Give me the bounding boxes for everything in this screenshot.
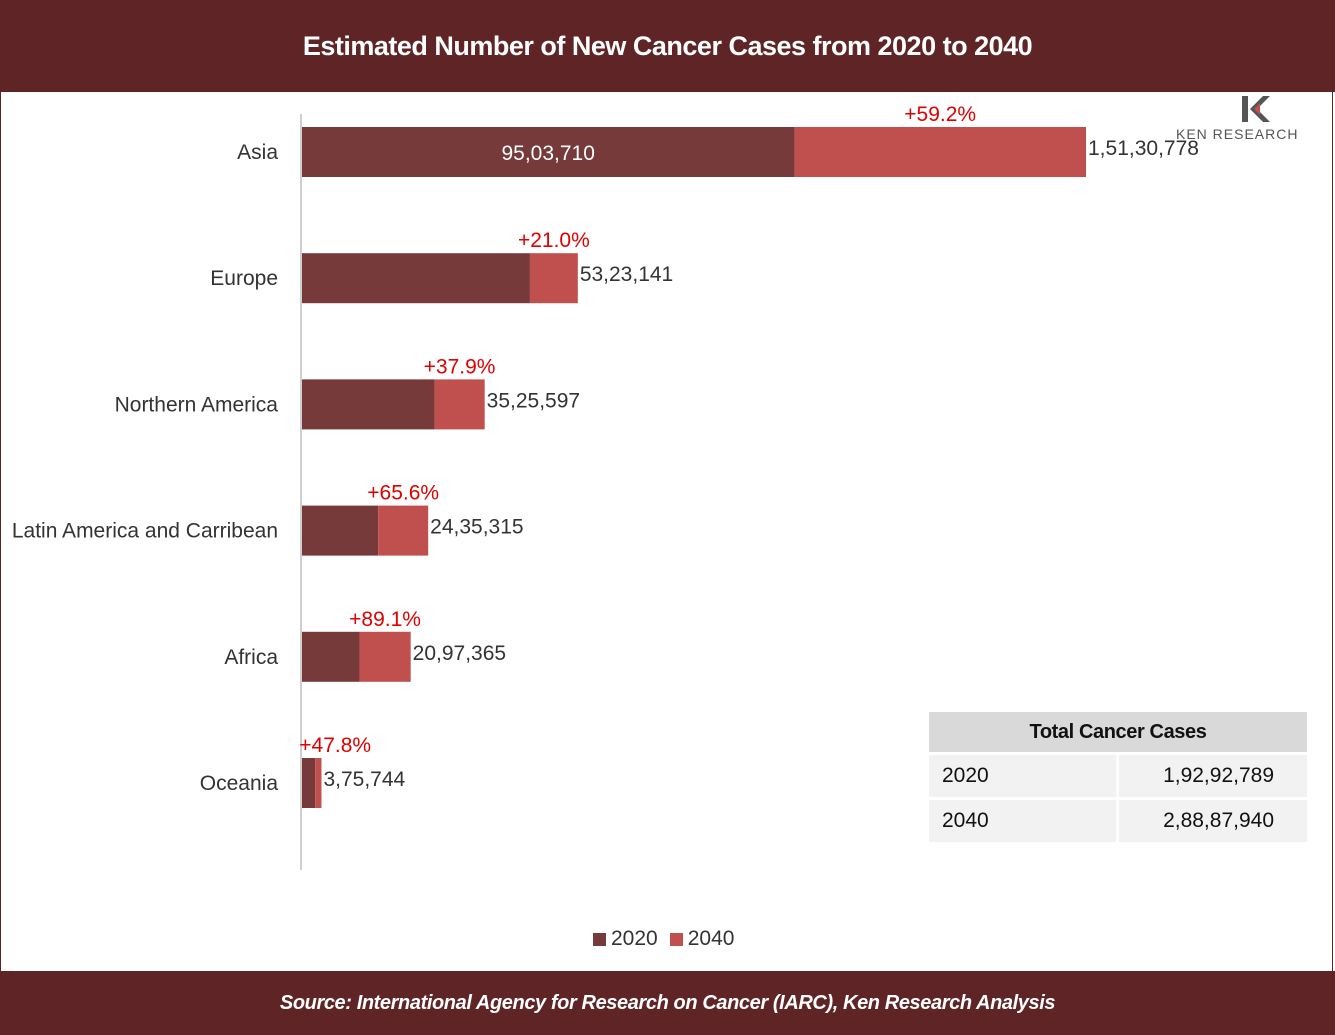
bar-2040 — [794, 127, 1086, 177]
totals-year: 2020 — [929, 755, 1116, 797]
data-label-total: 3,75,744 — [323, 768, 405, 791]
data-label-total: 53,23,141 — [580, 263, 673, 286]
totals-value: 2,88,87,940 — [1119, 800, 1307, 842]
totals-row-2020: 2020 1,92,92,789 — [929, 755, 1307, 797]
data-label-total: 20,97,365 — [413, 642, 506, 665]
legend-swatch-2040 — [669, 932, 683, 946]
chart-title: Estimated Number of New Cancer Cases fro… — [302, 30, 1033, 61]
legend-label-2020: 2020 — [611, 927, 658, 950]
data-label-total: 1,51,30,778 — [1088, 137, 1199, 160]
logo-text: KEN RESEARCH — [1176, 126, 1299, 142]
legend-item-2040: 2040 — [669, 927, 735, 951]
legend-label-2040: 2040 — [687, 927, 735, 950]
bar-2020 — [302, 505, 379, 556]
bar-2040 — [529, 253, 578, 304]
ken-research-logo — [1242, 96, 1270, 122]
bar-2020 — [302, 758, 316, 808]
logo-mark — [1242, 96, 1270, 122]
growth-label: +37.9% — [424, 355, 496, 378]
totals-year: 2040 — [929, 800, 1116, 842]
growth-label: +65.6% — [367, 482, 439, 505]
bar-2040 — [315, 758, 322, 808]
category-label: Latin America and Carribean — [12, 520, 278, 543]
growth-label: +21.0% — [518, 229, 590, 252]
bar-2040 — [434, 379, 485, 430]
bar-2020 — [302, 379, 435, 430]
legend-swatch-2020 — [593, 932, 606, 946]
bar-2020 — [302, 253, 530, 304]
legend-item-2020: 2020 — [593, 927, 658, 951]
category-label: Europe — [210, 267, 278, 290]
category-label: Northern America — [115, 393, 279, 416]
category-label: Oceania — [200, 772, 279, 795]
totals-value: 1,92,92,789 — [1119, 755, 1307, 797]
bar-2020 — [302, 127, 795, 177]
category-label: Asia — [237, 141, 278, 164]
source-banner: Source: International Agency for Researc… — [0, 971, 1335, 1035]
growth-label: +89.1% — [349, 608, 421, 631]
source-note: Source: International Agency for Researc… — [279, 991, 1056, 1014]
bar-chart: Asia 95,03,710 1,51,30,778 +59.2% Europe 53,2… — [12, 103, 1199, 870]
bar-2040 — [359, 631, 411, 682]
totals-table: Total Cancer Cases 2020 1,92,92,789 2040… — [929, 712, 1307, 842]
totals-row-2040: 2040 2,88,87,940 — [929, 800, 1307, 842]
data-label-total: 24,35,315 — [430, 516, 523, 539]
title-banner: Estimated Number of New Cancer Cases fro… — [0, 0, 1335, 92]
growth-label: +59.2% — [904, 103, 976, 126]
legend: 2020 2040 — [593, 927, 746, 951]
bar-2020 — [302, 631, 360, 682]
data-label-2020: 95,03,710 — [501, 142, 594, 165]
category-label: Africa — [224, 646, 278, 669]
growth-label: +47.8% — [299, 734, 371, 757]
totals-table-header: Total Cancer Cases — [929, 712, 1307, 752]
bar-2040 — [378, 505, 429, 556]
data-label-total: 35,25,597 — [487, 389, 580, 412]
